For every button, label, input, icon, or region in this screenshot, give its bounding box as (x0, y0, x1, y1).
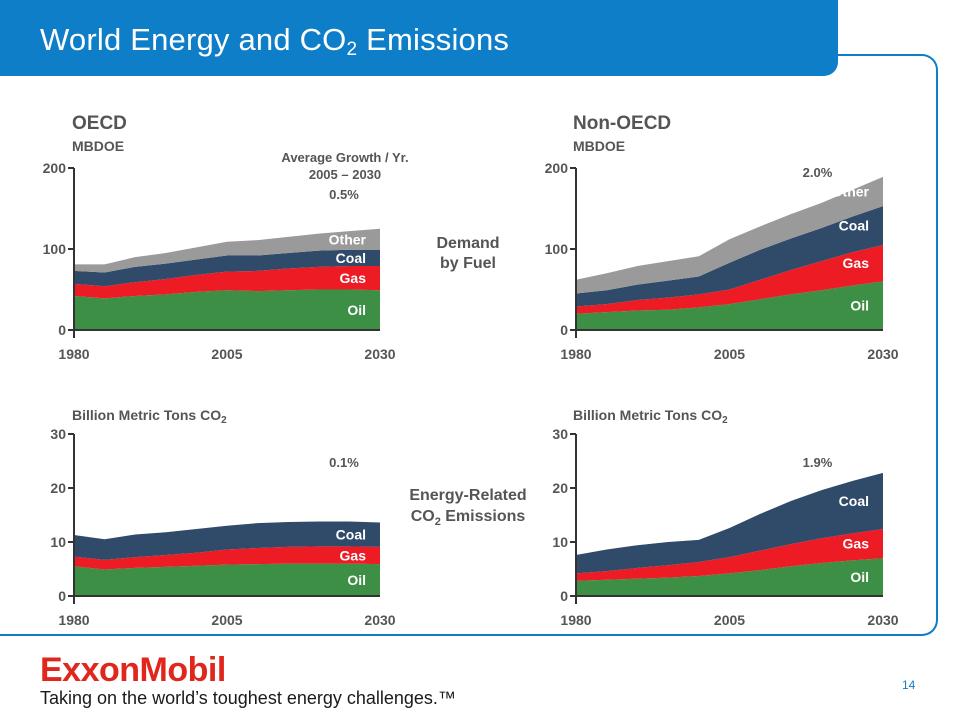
oecd-co2-xtick-label: 1980 (58, 612, 89, 628)
oecd-co2-label-gas: Gas (340, 548, 367, 564)
emissions-label-line1: Energy-Related (409, 487, 526, 504)
non-oecd-demand-xtick-label: 2005 (714, 346, 745, 362)
non-oecd-demand-label-coal: Coal (839, 218, 869, 234)
non-oecd-demand-area-oil (576, 281, 883, 330)
oecd-demand-label-coal: Coal (336, 250, 366, 266)
oecd-demand-ytick-label: 200 (43, 160, 67, 176)
non-oecd-demand-area-gas (576, 244, 883, 314)
non-oecd-demand-ytick-label: 0 (560, 322, 568, 338)
oecd-unit-label: MBDOE (72, 138, 124, 154)
growth-heading-line1: Average Growth / Yr. (281, 150, 408, 165)
oecd-co2-label-coal: Coal (336, 527, 366, 543)
oecd-co2-area-oil (74, 563, 380, 596)
oecd-demand-ytick-label: 0 (58, 322, 66, 338)
non-oecd-co2-area-oil (576, 558, 883, 596)
non-oecd-co2-label-oil: Oil (850, 569, 869, 585)
oecd-demand-label-other: Other (329, 231, 367, 247)
oecd-demand-xtick-label: 2030 (364, 346, 395, 362)
page-number: 14 (902, 678, 916, 692)
non-oecd-demand-ytick-label: 100 (545, 241, 569, 257)
non-oecd-co2-area-coal (576, 472, 883, 574)
non-oecd-co2-label-gas: Gas (843, 536, 870, 552)
oecd-demand-area-other (74, 228, 380, 273)
non-oecd-unit-label: MBDOE (573, 138, 625, 154)
non-oecd-demand-label-other: Other (832, 183, 870, 199)
exxonmobil-logo: ExxonMobil (40, 651, 226, 689)
oecd-co2-growth-label: 0.1% (329, 455, 359, 470)
non-oecd-co2-unit-label: Billion Metric Tons CO2 (573, 407, 728, 426)
non-oecd-co2-growth-label: 1.9% (803, 455, 833, 470)
oecd-demand-area-gas (74, 266, 380, 299)
oecd-co2-ytick-label: 0 (58, 588, 66, 604)
demand-label-line2: by Fuel (440, 255, 496, 272)
emissions-label-line2: CO2 Emissions (411, 508, 526, 528)
oecd-panel-title: OECD (72, 113, 127, 134)
page-title: World Energy and CO2 Emissions (40, 22, 510, 60)
demand-label-line1: Demand (436, 235, 499, 252)
charts-canvas: OECD MBDOE Non-OECD MBDOE Billion Metric… (43, 113, 899, 628)
oecd-co2-xtick-label: 2005 (211, 612, 242, 628)
non-oecd-demand-xtick-label: 2030 (867, 346, 898, 362)
non-oecd-panel-title: Non-OECD (573, 113, 671, 134)
non-oecd-demand-growth-label: 2.0% (803, 165, 833, 180)
oecd-co2-label-oil: Oil (347, 572, 366, 588)
oecd-co2-ytick-label: 10 (50, 534, 66, 550)
non-oecd-demand-label-oil: Oil (850, 298, 869, 314)
non-oecd-co2-xtick-label: 2030 (867, 612, 898, 628)
non-oecd-demand-xtick-label: 1980 (560, 346, 591, 362)
oecd-demand-growth-label: 0.5% (329, 187, 359, 202)
oecd-demand-xtick-label: 2005 (211, 346, 242, 362)
oecd-demand-ytick-label: 100 (43, 241, 67, 257)
oecd-co2-area-gas (74, 546, 380, 570)
oecd-demand-label-gas: Gas (340, 270, 367, 286)
non-oecd-demand-area-other (576, 176, 883, 294)
non-oecd-co2-ytick-label: 20 (552, 480, 568, 496)
title-bar: World Energy and CO2 Emissions (0, 0, 838, 76)
non-oecd-co2-area-gas (576, 529, 883, 581)
non-oecd-co2-ytick-label: 0 (560, 588, 568, 604)
oecd-co2-unit-label: Billion Metric Tons CO2 (72, 407, 227, 426)
non-oecd-co2-label-coal: Coal (839, 493, 869, 509)
growth-heading-line2: 2005 – 2030 (309, 167, 381, 182)
oecd-demand-area-coal (74, 249, 380, 287)
non-oecd-co2-ytick-label: 10 (552, 534, 568, 550)
oecd-co2-xtick-label: 2030 (364, 612, 395, 628)
oecd-co2-area-coal (74, 521, 380, 560)
non-oecd-co2-xtick-label: 2005 (714, 612, 745, 628)
oecd-demand-label-oil: Oil (347, 302, 366, 318)
oecd-demand-area-oil (74, 289, 380, 330)
oecd-co2-ytick-label: 30 (50, 426, 66, 442)
non-oecd-demand-area-coal (576, 206, 883, 307)
oecd-co2-ytick-label: 20 (50, 480, 66, 496)
non-oecd-demand-ytick-label: 200 (545, 160, 569, 176)
non-oecd-co2-ytick-label: 30 (552, 426, 568, 442)
tagline: Taking on the world’s toughest energy ch… (40, 688, 456, 708)
oecd-demand-xtick-label: 1980 (58, 346, 89, 362)
non-oecd-demand-label-gas: Gas (843, 255, 870, 271)
non-oecd-co2-xtick-label: 1980 (560, 612, 591, 628)
